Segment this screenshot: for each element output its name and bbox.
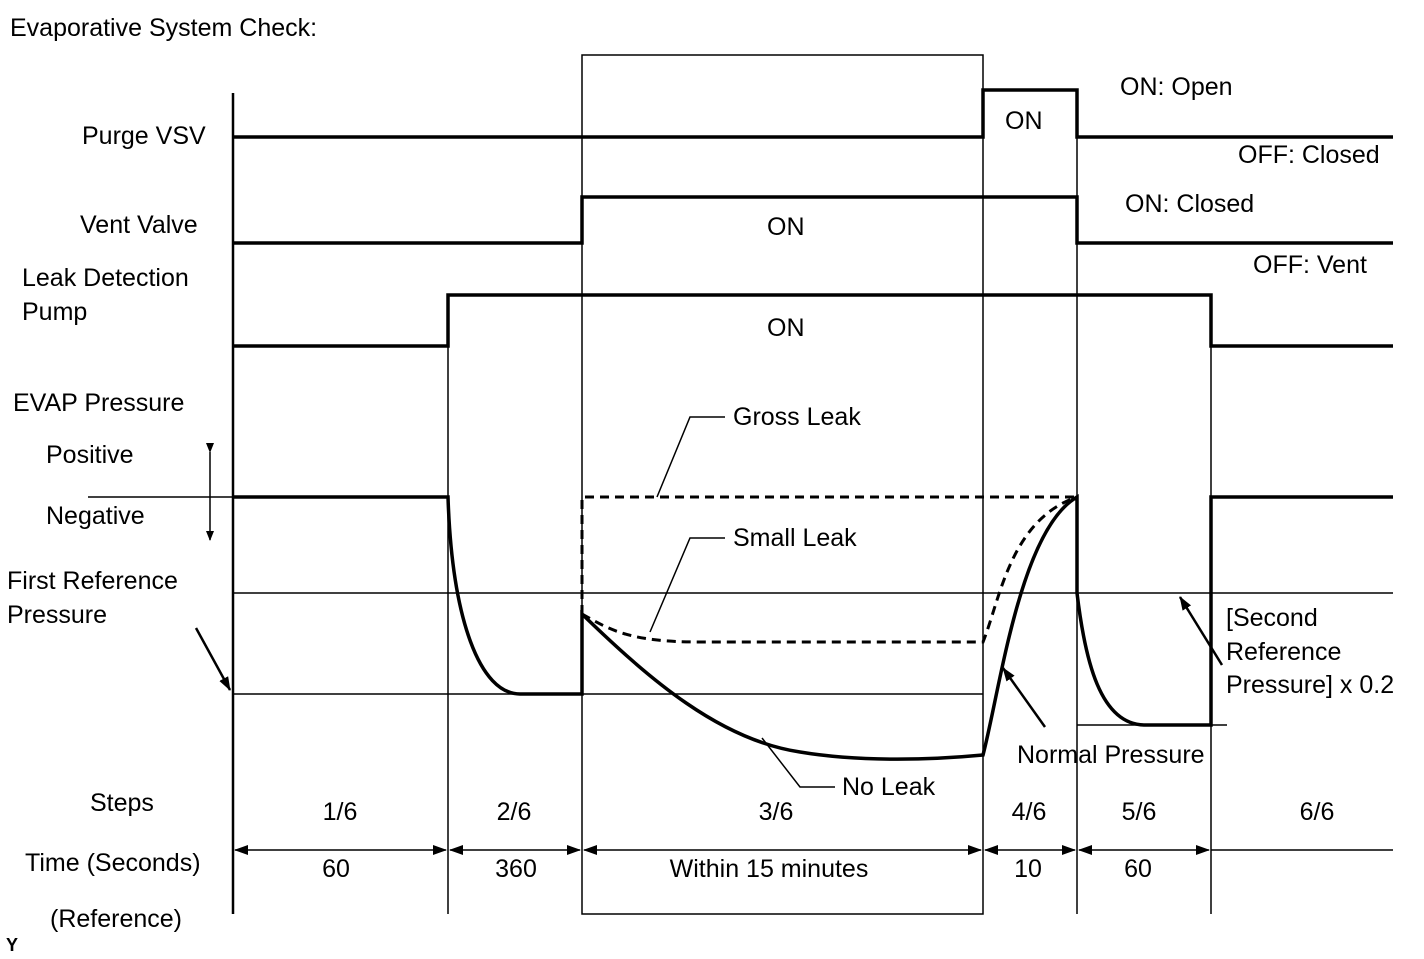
step-5-label: 5/6 (1122, 798, 1157, 826)
first-ref-arrow-icon (194, 627, 232, 691)
second-ref-label-2: Reference (1226, 638, 1341, 666)
leak-pump-label-2: Pump (22, 298, 87, 326)
vent-valve-off-state: OFF: Vent (1253, 251, 1367, 279)
first-ref-label-2: Pressure (7, 601, 107, 629)
steps-label: Steps (90, 789, 154, 817)
gross-leak-leader (656, 416, 725, 498)
leak-pump-signal (233, 293, 1393, 348)
purge-vsv-off-state: OFF: Closed (1238, 141, 1380, 169)
purge-vsv-on-state: ON: Open (1120, 73, 1233, 101)
second-ref-arrow-icon (1178, 596, 1224, 666)
leak-pump-on: ON (767, 314, 805, 342)
small-leak-curve (581, 495, 1078, 644)
corner-mark: Y (6, 935, 18, 955)
small-leak-label: Small Leak (733, 524, 857, 552)
normal-pressure-arrow-icon (1001, 667, 1047, 728)
first-ref-label-1: First Reference (7, 567, 178, 595)
step-3-label: 3/6 (759, 798, 794, 826)
step-1-time: 60 (322, 855, 350, 883)
evap-pressure-label: EVAP Pressure (13, 389, 184, 417)
step-5-time: 60 (1124, 855, 1152, 883)
second-ref-label-1: [Second (1226, 604, 1318, 632)
positive-label: Positive (46, 441, 134, 469)
vent-valve-label: Vent Valve (80, 211, 198, 239)
time-label: Time (Seconds) (25, 849, 201, 877)
gross-leak-curve (580, 495, 1077, 614)
step-4-label: 4/6 (1012, 798, 1047, 826)
step-1-label: 1/6 (323, 798, 358, 826)
purge-vsv-label: Purge VSV (82, 122, 206, 150)
step-6-label: 6/6 (1300, 798, 1335, 826)
small-leak-leader (649, 537, 725, 633)
no-leak-label: No Leak (842, 773, 936, 801)
no-leak-pressure-curve (233, 493, 1393, 761)
vent-valve-signal (233, 195, 1393, 245)
step-2-time: 360 (495, 855, 537, 883)
step-4-time: 10 (1014, 855, 1042, 883)
vent-valve-on-state: ON: Closed (1125, 190, 1254, 218)
no-leak-leader (761, 737, 835, 788)
step-2-label: 2/6 (497, 798, 532, 826)
normal-pressure-label: Normal Pressure (1017, 741, 1205, 769)
second-ref-label-3: Pressure] x 0.2 (1226, 671, 1394, 699)
diagram-title: Evaporative System Check: (10, 14, 317, 42)
purge-vsv-on: ON (1005, 107, 1043, 135)
step-3-time: Within 15 minutes (670, 855, 869, 883)
gross-leak-label: Gross Leak (733, 403, 861, 431)
purge-vsv-signal (233, 88, 1393, 139)
vent-valve-on: ON (767, 213, 805, 241)
step3-box (581, 54, 984, 915)
negative-label: Negative (46, 502, 145, 530)
leak-pump-label-1: Leak Detection (22, 264, 189, 292)
reference-label: (Reference) (50, 905, 182, 933)
